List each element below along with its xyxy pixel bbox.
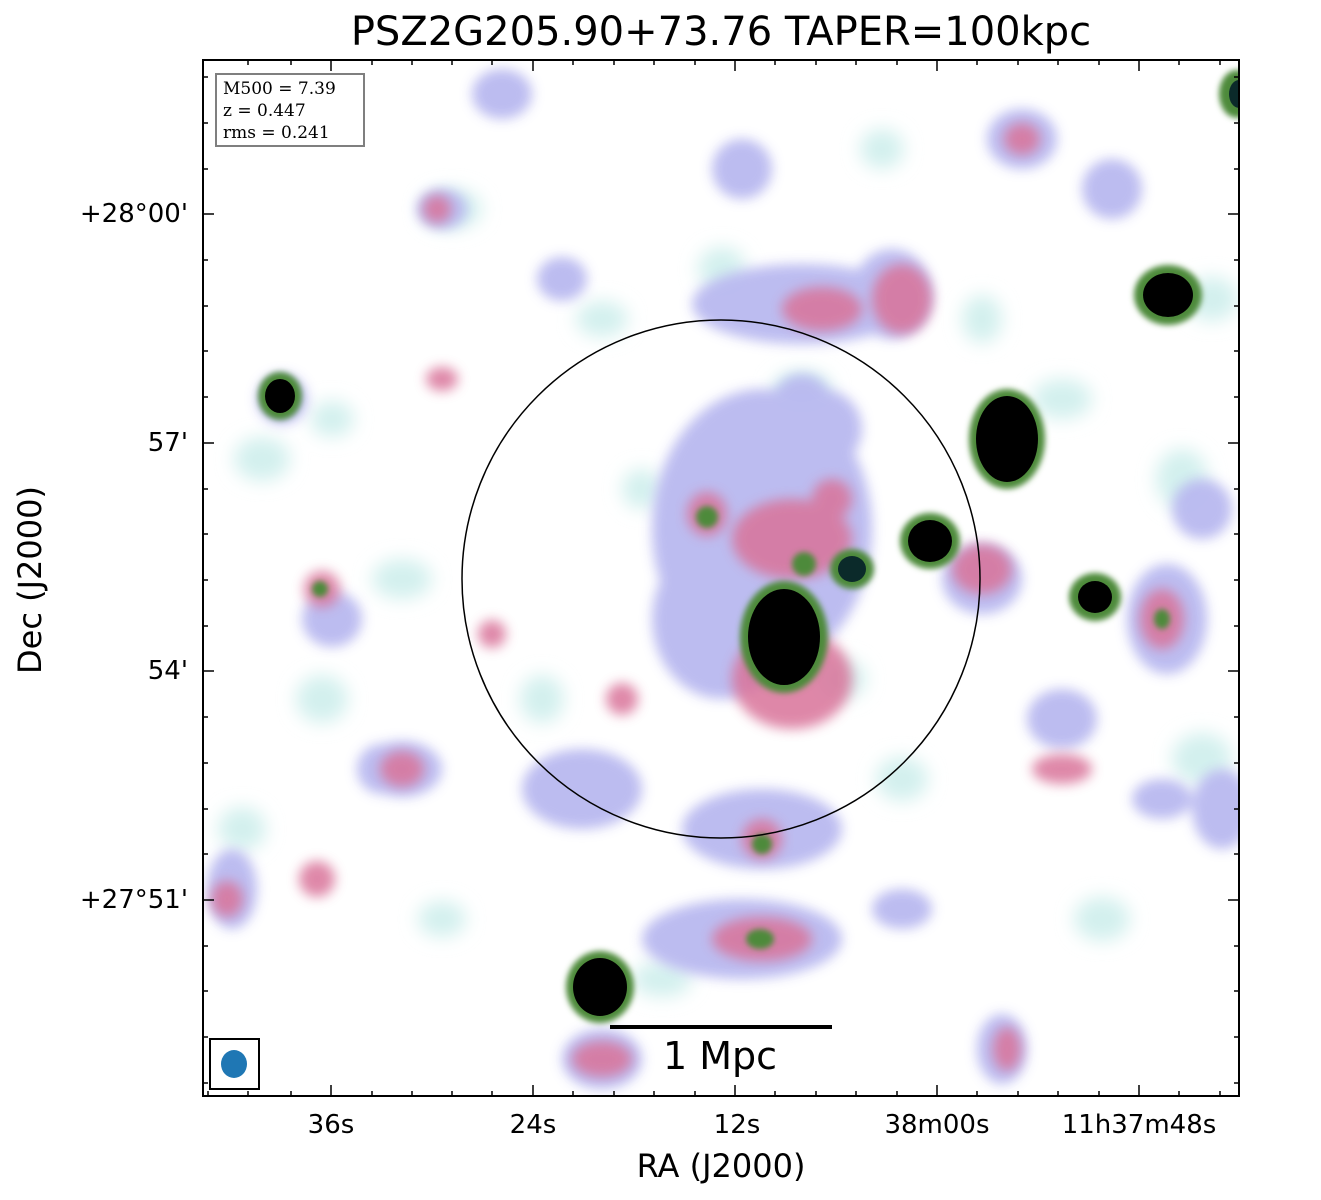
figure-title: PSZ2G205.90+73.76 TAPER=100kpc xyxy=(350,9,1092,55)
x-tick-label: 36s xyxy=(307,1110,355,1140)
redshift-label: z = 0.447 xyxy=(223,101,306,121)
y-tick-label: +28°00' xyxy=(79,199,188,229)
x-tick-label: 38m00s xyxy=(884,1110,990,1140)
r500-circle xyxy=(461,319,981,839)
info-box: M500 = 7.39 z = 0.447 rms = 0.241 xyxy=(215,73,365,147)
x-tick-label: 11h37m48s xyxy=(1061,1110,1217,1140)
scalebar-label: 1 Mpc xyxy=(662,1034,778,1078)
emission-green xyxy=(312,506,1170,949)
x-axis-label: RA (J2000) xyxy=(636,1147,806,1185)
plot-frame xyxy=(202,59,1240,1097)
y-tick-label: 54' xyxy=(147,656,188,686)
radio-image-panel xyxy=(202,59,1240,1097)
rms-label: rms = 0.241 xyxy=(223,123,330,143)
axis-ticks xyxy=(202,59,1240,1097)
x-tick-label: 12s xyxy=(713,1110,761,1140)
emission-layer xyxy=(207,69,1240,1089)
y-axis-label: Dec (J2000) xyxy=(11,486,49,674)
beam-ellipse xyxy=(221,1050,247,1078)
x-tick-label: 24s xyxy=(509,1110,557,1140)
y-tick-label: +27°51' xyxy=(79,885,188,915)
mass-label: M500 = 7.39 xyxy=(223,79,336,99)
y-tick-label: 57' xyxy=(147,428,188,458)
radio-map-svg xyxy=(202,59,1240,1097)
compact-sources xyxy=(258,70,1240,1023)
